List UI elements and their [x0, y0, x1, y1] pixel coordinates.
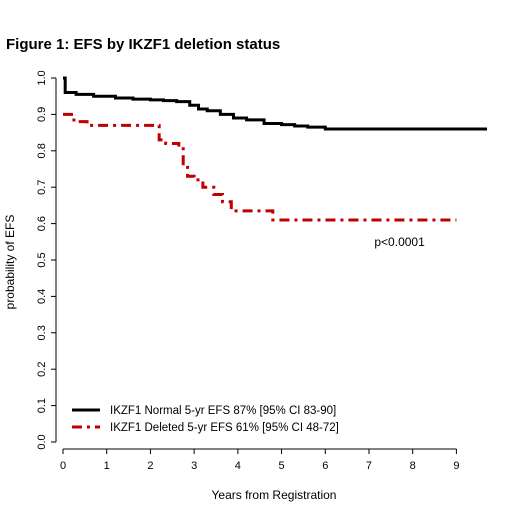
x-tick-label-0: 0	[60, 460, 66, 472]
y-tick-label-9: 0.9	[36, 107, 48, 122]
x-tick-label-9: 9	[453, 460, 459, 472]
legend-label-normal: IKZF1 Normal 5-yr EFS 87% [95% CI 83-90]	[110, 405, 336, 417]
x-tick-label-5: 5	[278, 460, 284, 472]
y-tick-label-6: 0.6	[36, 216, 48, 231]
chart-title: Figure 1: EFS by IKZF1 deletion status	[6, 36, 280, 53]
x-axis-ticks: 0 1 2 3 4 5 6 7 8 9	[60, 449, 459, 472]
legend-label-deleted: IKZF1 Deleted 5-yr EFS 61% [95% CI 48-72…	[110, 422, 339, 434]
y-tick-label-1: 0.1	[36, 398, 48, 413]
x-tick-label-3: 3	[191, 460, 197, 472]
y-tick-label-2: 0.2	[36, 362, 48, 377]
x-tick-label-2: 2	[147, 460, 153, 472]
y-tick-label-0: 0.0	[36, 434, 48, 449]
legend: IKZF1 Normal 5-yr EFS 87% [95% CI 83-90]…	[72, 405, 339, 434]
y-tick-label-3: 0.3	[36, 325, 48, 340]
series-layer	[63, 76, 487, 222]
x-tick-label-8: 8	[410, 460, 416, 472]
y-tick-label-7: 0.7	[36, 180, 48, 195]
x-tick-label-4: 4	[235, 460, 241, 472]
y-tick-label-10: 1.0	[36, 70, 48, 85]
series-line-0	[63, 76, 487, 131]
series-line-1	[63, 112, 457, 222]
y-axis-label: probability of EFS	[3, 215, 17, 310]
x-axis-label: Years from Registration	[212, 488, 337, 502]
y-tick-label-4: 0.4	[36, 289, 48, 304]
y-tick-label-8: 0.8	[36, 143, 48, 158]
x-tick-label-6: 6	[322, 460, 328, 472]
p-value-annotation: p<0.0001	[374, 235, 425, 249]
x-tick-label-7: 7	[366, 460, 372, 472]
y-axis-ticks: 0.0 0.1 0.2 0.3 0.4 0.5 0.6 0.7 0.8 0.9 1.0	[36, 70, 56, 450]
x-tick-label-1: 1	[104, 460, 110, 472]
y-tick-label-5: 0.5	[36, 252, 48, 267]
